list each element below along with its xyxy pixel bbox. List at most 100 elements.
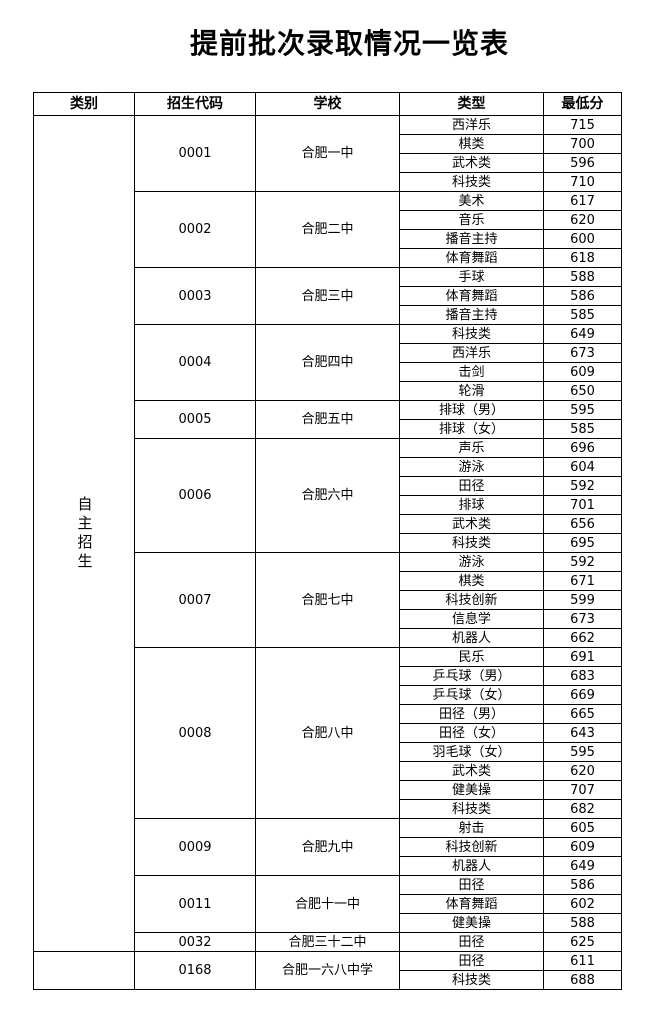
- score-cell: 620: [543, 761, 622, 781]
- score-cell: 625: [543, 932, 622, 952]
- school-cell: 合肥三中: [255, 267, 400, 325]
- header-cell: 最低分: [543, 92, 622, 116]
- score-cell: 650: [543, 381, 622, 401]
- score-cell: 604: [543, 457, 622, 477]
- table-row: 0009 合肥九中 射击 605: [34, 818, 622, 876]
- score-cell: 600: [543, 229, 622, 249]
- type-cell: 棋类: [399, 134, 544, 154]
- score-cell: 586: [543, 286, 622, 306]
- code-cell: 0009: [134, 818, 256, 876]
- type-cell: 乒乓球（女）: [399, 685, 544, 705]
- type-cell: 排球: [399, 495, 544, 515]
- table-row: 0006 合肥六中 声乐 696: [34, 438, 622, 553]
- type-cell: 田径: [399, 932, 544, 952]
- table-body: 自主招生 0001 合肥一中 西洋乐 715 棋类 700 武术类 596 科技类 710 0002 合…: [33, 115, 622, 990]
- table-row: 机器人 662: [34, 628, 622, 648]
- table-row: 健美操 707: [34, 780, 622, 800]
- type-cell: 体育舞蹈: [399, 894, 544, 914]
- type-cell: 手球: [399, 267, 544, 287]
- code-cell: 0006: [134, 438, 256, 553]
- type-cell: 科技类: [399, 970, 544, 990]
- admission-table: 类别 招生代码 学校 类型 最低分 自主招生 0001 合肥一中 西洋乐 715 棋类 700 武术类…: [33, 92, 622, 990]
- school-cell: 合肥五中: [255, 400, 400, 439]
- table-row: 排球（女） 585: [34, 419, 622, 439]
- table-row: 健美操 588: [34, 913, 622, 933]
- score-cell: 673: [543, 343, 622, 363]
- score-cell: 599: [543, 590, 622, 610]
- table-row: 音乐 620: [34, 210, 622, 230]
- type-cell: 西洋乐: [399, 343, 544, 363]
- table-row: 0011 合肥十一中 田径 586: [34, 875, 622, 933]
- score-cell: 688: [543, 970, 622, 990]
- table-row: 科技类 695: [34, 533, 622, 553]
- table-row: 体育舞蹈 586: [34, 286, 622, 306]
- type-cell: 羽毛球（女）: [399, 742, 544, 762]
- type-cell: 科技类: [399, 533, 544, 553]
- type-cell: 民乐: [399, 647, 544, 667]
- table-row: 0032 合肥三十二中 田径 625: [34, 932, 622, 952]
- type-cell: 武术类: [399, 153, 544, 173]
- code-cell: 0007: [134, 552, 256, 648]
- table-row: 体育舞蹈 618: [34, 248, 622, 268]
- category-cell: [33, 951, 135, 990]
- type-cell: 田径（女）: [399, 723, 544, 743]
- score-cell: 649: [543, 856, 622, 876]
- table-row: 田径 592: [34, 476, 622, 496]
- code-cell: 0032: [134, 932, 256, 952]
- type-cell: 田径: [399, 951, 544, 971]
- score-cell: 595: [543, 400, 622, 420]
- table-row: 信息学 673: [34, 609, 622, 629]
- score-cell: 592: [543, 476, 622, 496]
- score-cell: 715: [543, 115, 622, 135]
- type-cell: 美术: [399, 191, 544, 211]
- type-cell: 科技创新: [399, 837, 544, 857]
- table-row: 科技创新 599: [34, 590, 622, 610]
- score-cell: 656: [543, 514, 622, 534]
- code-cell: 0005: [134, 400, 256, 439]
- score-cell: 588: [543, 267, 622, 287]
- score-cell: 595: [543, 742, 622, 762]
- code-cell: 0011: [134, 875, 256, 933]
- type-cell: 科技创新: [399, 590, 544, 610]
- school-cell: 合肥九中: [255, 818, 400, 876]
- score-cell: 665: [543, 704, 622, 724]
- table-row: 乒乓球（女） 669: [34, 685, 622, 705]
- code-cell: 0004: [134, 324, 256, 401]
- school-cell: 合肥三十二中: [255, 932, 400, 952]
- type-cell: 田径: [399, 875, 544, 895]
- type-cell: 音乐: [399, 210, 544, 230]
- header-row: 类别 招生代码 学校 类型 最低分: [33, 92, 622, 116]
- score-cell: 696: [543, 438, 622, 458]
- type-cell: 播音主持: [399, 305, 544, 325]
- code-cell: 0003: [134, 267, 256, 325]
- type-cell: 西洋乐: [399, 115, 544, 135]
- school-cell: 合肥八中: [255, 647, 400, 819]
- score-cell: 609: [543, 362, 622, 382]
- school-cell: 合肥七中: [255, 552, 400, 648]
- type-cell: 棋类: [399, 571, 544, 591]
- table-row: 武术类 656: [34, 514, 622, 534]
- score-cell: 649: [543, 324, 622, 344]
- score-cell: 671: [543, 571, 622, 591]
- code-cell: 0001: [134, 115, 256, 192]
- type-cell: 击剑: [399, 362, 544, 382]
- type-cell: 排球（男）: [399, 400, 544, 420]
- header-cell: 学校: [255, 92, 400, 116]
- score-cell: 710: [543, 172, 622, 192]
- table-row: 击剑 609: [34, 362, 622, 382]
- score-cell: 682: [543, 799, 622, 819]
- school-cell: 合肥六中: [255, 438, 400, 553]
- score-cell: 618: [543, 248, 622, 268]
- code-cell: 0002: [134, 191, 256, 268]
- type-cell: 体育舞蹈: [399, 286, 544, 306]
- score-cell: 695: [543, 533, 622, 553]
- type-cell: 信息学: [399, 609, 544, 629]
- type-cell: 健美操: [399, 913, 544, 933]
- table-row: 自主招生 0001 合肥一中 西洋乐 715: [33, 115, 622, 952]
- type-cell: 排球（女）: [399, 419, 544, 439]
- school-cell: 合肥十一中: [255, 875, 400, 933]
- header-cell: 类型: [399, 92, 544, 116]
- score-cell: 662: [543, 628, 622, 648]
- score-cell: 700: [543, 134, 622, 154]
